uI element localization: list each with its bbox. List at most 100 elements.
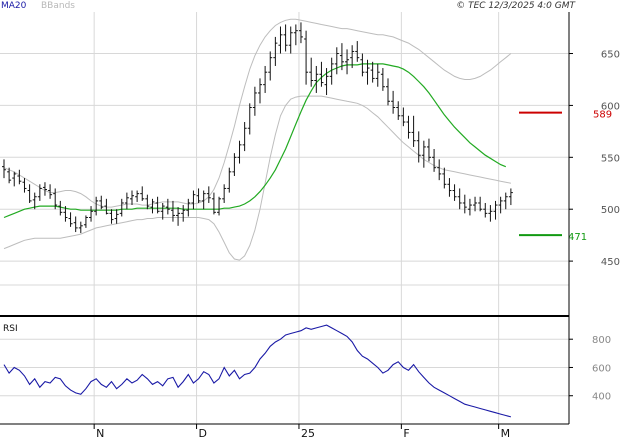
ohlc-bar — [130, 190, 134, 206]
ohlc-bar — [329, 57, 334, 85]
ohlc-bar — [493, 200, 498, 220]
ohlc-bar — [452, 184, 457, 201]
ohlc-bar — [247, 103, 252, 135]
ohlc-bar — [273, 36, 278, 66]
ohlc-bar — [2, 159, 6, 179]
ohlc-bar — [278, 26, 283, 54]
ohlc-bar — [150, 198, 155, 214]
ohlc-bar — [370, 61, 375, 83]
ohlc-bar — [186, 198, 191, 217]
ohlc-bar — [222, 184, 227, 203]
time-tick-label: M — [501, 427, 511, 440]
ohlc-bar — [227, 167, 232, 193]
ohlc-bar — [42, 182, 47, 196]
ohlc-bar — [140, 186, 145, 201]
ohlc-bar — [416, 131, 421, 163]
ohlc-bar — [53, 188, 58, 210]
ohlc-bar — [22, 178, 27, 193]
ma20-line — [3, 63, 507, 219]
price-tick-label: 500 — [601, 205, 620, 216]
legend: MA20 BBands © TEC 12/3/2025 4:0 GMT — [1, 1, 577, 11]
rsi-label: RSI — [3, 324, 18, 334]
ohlc-bar — [293, 24, 298, 46]
support-label: 471 — [568, 232, 587, 243]
ohlc-bar — [99, 195, 104, 210]
ohlc-bar — [12, 171, 17, 187]
time-tick-label: D — [199, 427, 207, 440]
ohlc-bar — [462, 194, 467, 214]
ohlc-bar — [324, 68, 329, 96]
ohlc-bar — [104, 198, 109, 215]
ohlc-bar — [83, 215, 88, 228]
price-panel: 589 471 — [0, 12, 612, 424]
rsi-tick-label: 600 — [592, 363, 611, 374]
ohlc-bar — [78, 221, 83, 234]
ohlc-bar — [298, 22, 303, 44]
ohlc-bar — [68, 212, 73, 227]
ohlc-bar — [498, 196, 503, 214]
ohlc-bar — [319, 61, 324, 87]
resistance-label: 589 — [593, 110, 612, 121]
ohlc-bar — [391, 90, 396, 114]
ohlc-bar — [237, 140, 242, 164]
ohlc-bar — [386, 78, 390, 106]
ohlc-bar — [232, 153, 237, 176]
ohlc-bar — [360, 53, 365, 77]
ohlc-bar — [145, 194, 150, 210]
ohlc-bar — [288, 26, 293, 54]
ohlc-bar — [268, 51, 273, 81]
ohlc-bar — [119, 198, 124, 217]
ohlc-bar — [217, 196, 222, 216]
bband-lower-line — [3, 95, 512, 261]
ohlc-bar — [58, 200, 63, 216]
rsi-line — [3, 324, 512, 418]
ohlc-bar — [206, 186, 211, 203]
ohlc-bar — [109, 209, 114, 224]
ohlc-bar — [252, 86, 257, 116]
ohlc-bar — [48, 184, 53, 199]
ohlc-bar — [508, 188, 513, 206]
ohlc-bar — [7, 167, 12, 184]
ohlc-bar — [380, 68, 385, 91]
ohlc-bar — [73, 216, 78, 233]
bband-upper-line — [3, 18, 512, 208]
ohlc-bar — [196, 188, 201, 203]
ohlc-bar — [160, 202, 165, 220]
ohlc-bar — [170, 200, 175, 222]
copyright-text: © TEC 12/3/2025 4:0 GMT — [456, 1, 576, 11]
ohlc-bar — [432, 149, 437, 172]
ohlc-bar — [191, 190, 196, 210]
ohlc-bar — [442, 167, 447, 189]
ohlc-bar — [483, 202, 488, 218]
ohlc-bar — [165, 198, 170, 215]
ohlc-bar — [488, 205, 493, 222]
ohlc-bar — [89, 206, 94, 222]
ohlc-bar — [155, 196, 160, 214]
ohlc-bar — [406, 115, 411, 139]
ohlc-bar — [401, 107, 406, 127]
ohlc-bar — [263, 65, 268, 93]
ohlc-bar — [473, 196, 478, 212]
rsi-tick-label: 800 — [592, 335, 611, 346]
ohlc-bar — [304, 30, 309, 85]
ohlc-bar — [309, 57, 314, 87]
ohlc-bar — [457, 188, 462, 210]
ohlc-bar — [365, 59, 370, 85]
ohlc-bar — [350, 45, 355, 69]
ohlc-bar — [447, 178, 452, 197]
ohlc-bar — [426, 138, 431, 162]
ohlc-bar — [355, 41, 360, 62]
ohlc-bar — [37, 184, 42, 201]
axes: 450 500 550 600 650 N D 25 F M 400 600 800 — [0, 12, 620, 440]
time-tick-label: 25 — [301, 427, 315, 440]
legend-ma-label: MA20 — [1, 1, 27, 11]
ohlc-bar — [345, 49, 350, 75]
ohlc-bar — [63, 206, 68, 222]
price-tick-label: 550 — [601, 153, 620, 164]
price-tick-label: 650 — [601, 50, 620, 61]
ohlc-bar — [114, 209, 119, 224]
ohlc-bar — [32, 192, 37, 210]
ohlc-bar — [124, 192, 129, 210]
rsi-panel: RSI — [0, 324, 569, 418]
